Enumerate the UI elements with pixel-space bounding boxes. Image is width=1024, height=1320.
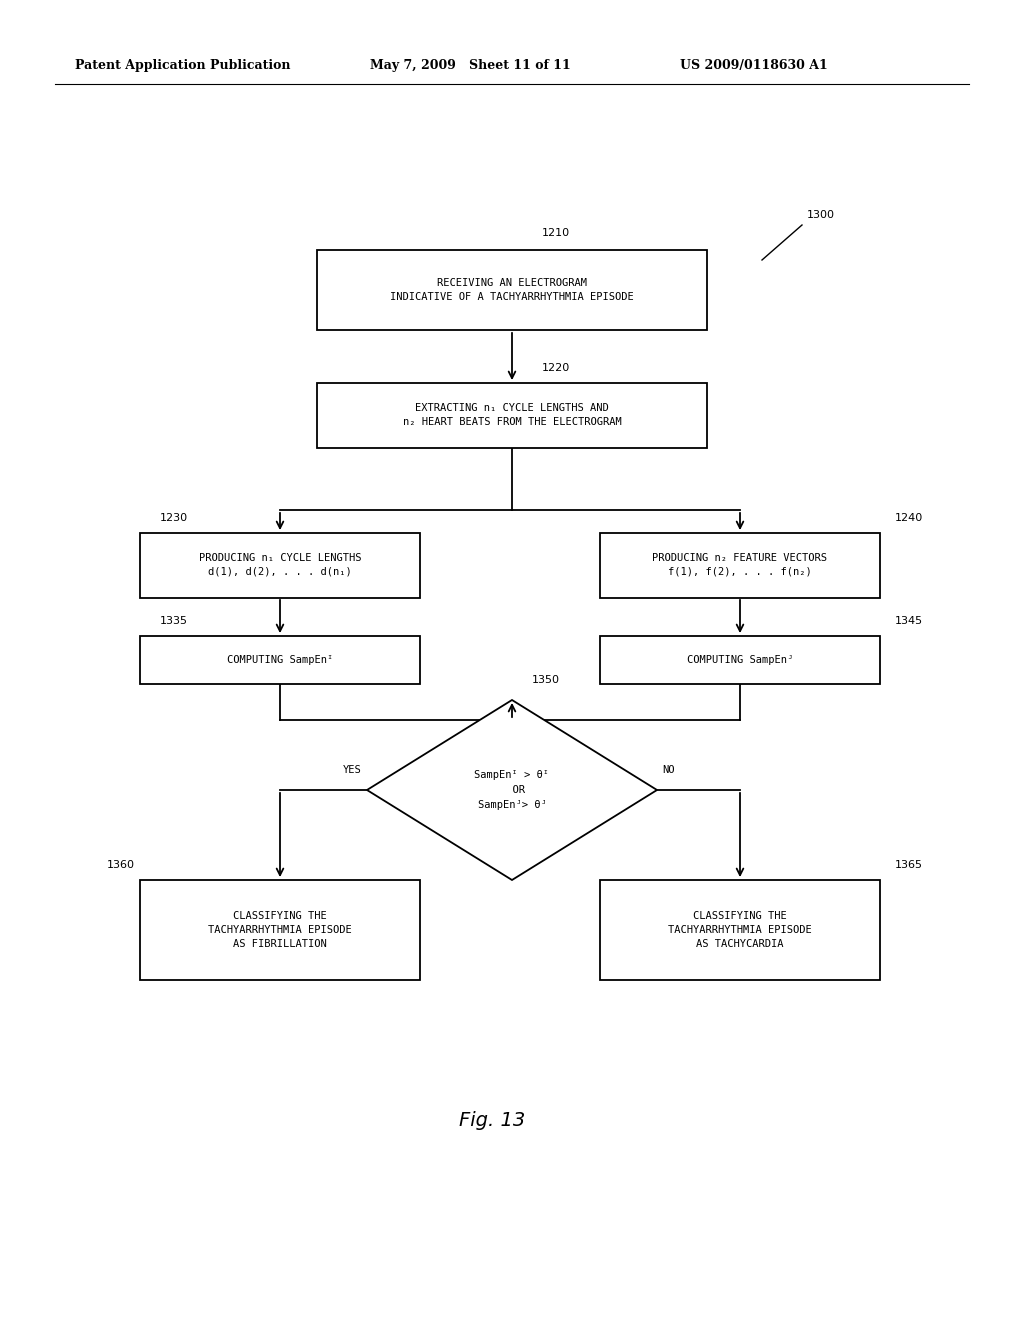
Bar [140,532,420,598]
Text: 1240: 1240 [895,513,924,523]
Text: EXTRACTING n₁ CYCLE LENGTHS AND
n₂ HEART BEATS FROM THE ELECTROGRAM: EXTRACTING n₁ CYCLE LENGTHS AND n₂ HEART… [402,403,622,426]
Bar [140,636,420,684]
Text: 1230: 1230 [160,513,188,523]
Text: 1220: 1220 [542,363,570,374]
Text: Fig. 13: Fig. 13 [459,1110,525,1130]
Text: COMPUTING SampEnᴵ: COMPUTING SampEnᴵ [227,655,333,665]
Bar [317,383,707,447]
Text: 1350: 1350 [532,675,560,685]
Text: YES: YES [343,766,362,775]
Text: PRODUCING n₂ FEATURE VECTORS
f(1), f(2), . . . f(n₂): PRODUCING n₂ FEATURE VECTORS f(1), f(2),… [652,553,827,577]
Polygon shape [367,700,657,880]
Bar [317,249,707,330]
Bar [600,636,880,684]
Text: NO: NO [662,766,675,775]
Text: CLASSIFYING THE
TACHYARRHYTHMIA EPISODE
AS FIBRILLATION: CLASSIFYING THE TACHYARRHYTHMIA EPISODE … [208,911,352,949]
Text: 1360: 1360 [106,861,135,870]
Text: PRODUCING n₁ CYCLE LENGTHS
d(1), d(2), . . . d(n₁): PRODUCING n₁ CYCLE LENGTHS d(1), d(2), .… [199,553,361,577]
Text: COMPUTING SampEnᴶ: COMPUTING SampEnᴶ [687,655,794,665]
Text: 1365: 1365 [895,861,923,870]
Text: US 2009/0118630 A1: US 2009/0118630 A1 [680,58,827,71]
Bar [600,880,880,979]
Text: SampEnᴵ > θᴵ
  OR
SampEnᴶ> θᴶ: SampEnᴵ > θᴵ OR SampEnᴶ> θᴶ [474,770,550,809]
Text: 1335: 1335 [160,616,188,626]
Text: RECEIVING AN ELECTROGRAM
INDICATIVE OF A TACHYARRHYTHMIA EPISODE: RECEIVING AN ELECTROGRAM INDICATIVE OF A… [390,279,634,302]
Text: 1300: 1300 [807,210,835,220]
Text: CLASSIFYING THE
TACHYARRHYTHMIA EPISODE
AS TACHYCARDIA: CLASSIFYING THE TACHYARRHYTHMIA EPISODE … [668,911,812,949]
Text: 1210: 1210 [542,228,570,238]
Bar [600,532,880,598]
Text: May 7, 2009   Sheet 11 of 11: May 7, 2009 Sheet 11 of 11 [370,58,570,71]
Text: 1345: 1345 [895,616,923,626]
Bar [140,880,420,979]
Text: Patent Application Publication: Patent Application Publication [75,58,291,71]
